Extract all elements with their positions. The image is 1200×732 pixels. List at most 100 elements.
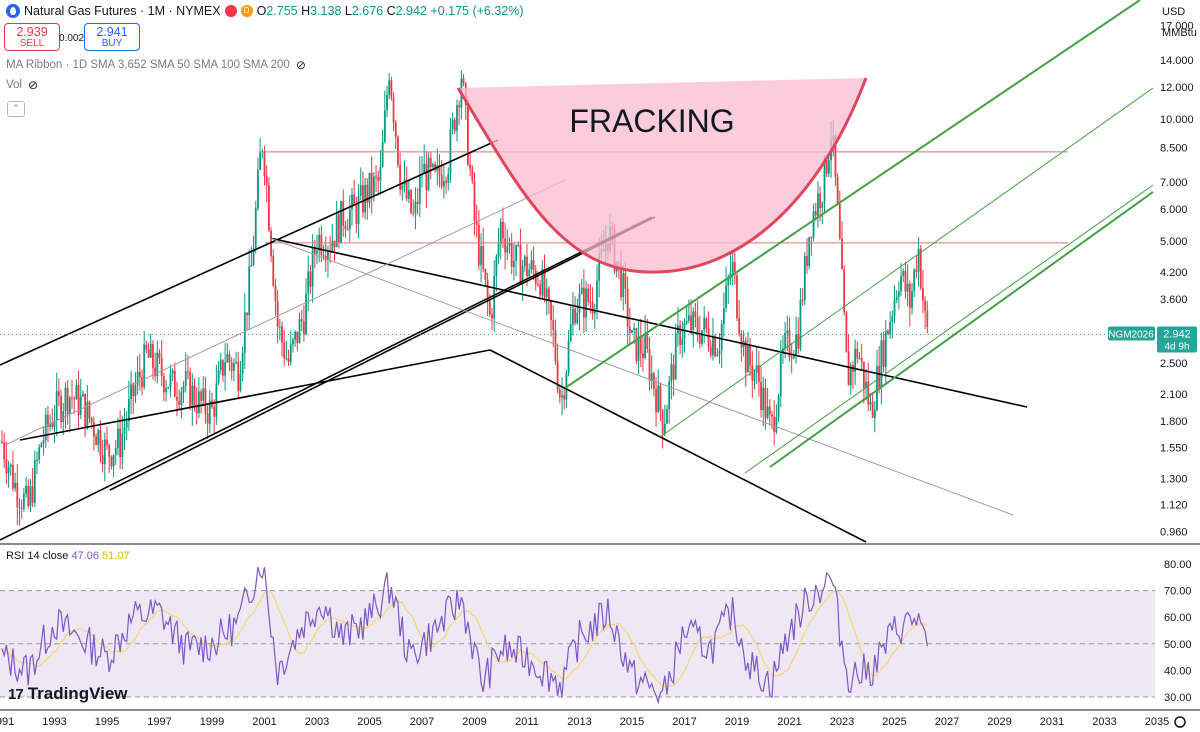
candle-body [760, 382, 762, 411]
candle-body [278, 326, 281, 328]
candle-body [40, 443, 43, 447]
tradingview-logo-icon: 17 [8, 685, 24, 703]
candle-body [340, 200, 342, 244]
candle-body [646, 334, 649, 349]
candle-body [716, 354, 719, 356]
channel-midline-gray [4, 179, 566, 446]
candle-body [580, 287, 583, 294]
candle-body [92, 422, 95, 437]
symbol-title[interactable]: Natural Gas Futures · 1M · NYMEX [24, 4, 221, 18]
candle-body [16, 482, 19, 508]
channel-midline-gray [269, 237, 1014, 516]
candle-body [585, 288, 587, 318]
open-value: 2.755 [266, 4, 298, 18]
candle-body [84, 393, 87, 428]
candle-body [775, 417, 778, 432]
candle-body [348, 209, 351, 230]
candle-body [237, 361, 240, 391]
candle-body [904, 271, 907, 292]
candle-body [294, 331, 297, 340]
candle-body [77, 384, 80, 415]
sell-button[interactable]: 2.939 SELL [4, 23, 60, 51]
candle-body [410, 190, 412, 213]
rsi-label: RSI 14 close [6, 550, 69, 562]
candle-body [915, 269, 918, 272]
candle-body [506, 245, 509, 253]
year-tick-label: 2033 [1092, 716, 1116, 728]
year-tick-label: 2019 [725, 716, 749, 728]
buy-button[interactable]: 2.941 BUY [84, 23, 140, 51]
ma-ribbon-legend[interactable]: MA Ribbon · 1D SMA 3,652 SMA 50 SMA 100 … [6, 58, 306, 72]
candle-body [259, 152, 262, 170]
candle-body [841, 238, 843, 270]
candle-body [106, 439, 108, 445]
candle-body [182, 385, 185, 392]
candle-body [674, 333, 677, 380]
year-tick-label: 1997 [147, 716, 171, 728]
candle-body [718, 350, 721, 355]
candle-body [346, 229, 349, 231]
candle-body [547, 288, 550, 302]
price-tick-label: 17.000 [1160, 21, 1194, 33]
candle-body [696, 317, 699, 334]
candle-body [377, 176, 380, 181]
rsi-value: 47.06 [71, 550, 99, 562]
currency-label[interactable]: USD [1162, 6, 1186, 18]
candle-body [659, 385, 662, 411]
candle-body [543, 269, 546, 298]
candle-body [620, 262, 622, 298]
candle-body [644, 334, 647, 359]
collapse-icon[interactable]: ⌃ [7, 101, 25, 117]
year-tick-label: 2031 [1040, 716, 1064, 728]
candle-body [473, 180, 476, 221]
candle-body [165, 387, 167, 393]
candle-body [359, 185, 362, 196]
price-tick-label: 6.000 [1160, 204, 1188, 216]
candle-body [112, 455, 115, 467]
candle-body [333, 240, 336, 248]
rsi-legend[interactable]: RSI 14 close 47.06 51.07 [6, 550, 130, 562]
unit-label[interactable]: MMBtu [1162, 27, 1197, 39]
candle-body [99, 430, 102, 456]
settings-gear-icon[interactable] [1174, 716, 1186, 728]
candle-body [407, 190, 410, 199]
candle-body [687, 315, 690, 321]
year-tick-label: 2003 [305, 716, 329, 728]
candle-body [784, 332, 787, 349]
year-tick-label: 2009 [462, 716, 486, 728]
candle-body [235, 361, 237, 363]
candle-body [362, 185, 364, 213]
candle-body [42, 440, 45, 444]
candle-body [628, 326, 631, 333]
channel-line-black-4 [489, 349, 867, 543]
candle-body [740, 334, 743, 348]
delay-badge[interactable]: D [240, 5, 253, 17]
candle-body [867, 381, 870, 405]
candle-body [335, 214, 338, 248]
candle-body [725, 285, 727, 308]
candle-body [834, 135, 837, 178]
rsi-tick-label: 80.00 [1164, 559, 1192, 571]
vol-legend[interactable]: Vol ⊘ [6, 78, 38, 92]
price-tick-label: 2.100 [1160, 389, 1188, 401]
candle-body [661, 410, 664, 434]
tradingview-logo[interactable]: 17 TradingView [8, 684, 128, 704]
candle-body [749, 345, 752, 366]
candle-body [95, 436, 97, 446]
eye-hidden-icon[interactable]: ⊘ [295, 58, 306, 72]
candle-body [370, 172, 373, 196]
candle-body [799, 299, 802, 349]
candle-body [670, 364, 673, 382]
candle-body [119, 428, 122, 458]
candle-body [790, 356, 793, 359]
candle-body [353, 194, 356, 204]
candle-body [541, 269, 544, 296]
candle-body [887, 330, 889, 335]
market-status-icon[interactable] [224, 5, 237, 17]
candle-body [47, 414, 49, 427]
channel-line-green-mid [659, 87, 1154, 438]
candle-body [491, 314, 493, 319]
eye-hidden-icon[interactable]: ⊘ [28, 78, 39, 92]
candle-body [733, 262, 736, 276]
